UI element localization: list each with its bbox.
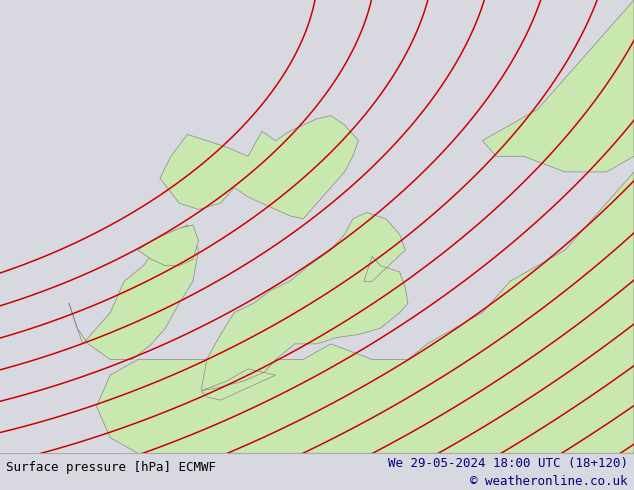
Text: © weatheronline.co.uk: © weatheronline.co.uk bbox=[470, 475, 628, 489]
Polygon shape bbox=[69, 225, 198, 360]
Text: Surface pressure [hPa] ECMWF: Surface pressure [hPa] ECMWF bbox=[6, 461, 216, 474]
Polygon shape bbox=[138, 225, 198, 266]
Polygon shape bbox=[96, 172, 634, 453]
Text: We 29-05-2024 18:00 UTC (18+120): We 29-05-2024 18:00 UTC (18+120) bbox=[387, 457, 628, 470]
Polygon shape bbox=[482, 0, 634, 172]
Polygon shape bbox=[160, 116, 358, 219]
Polygon shape bbox=[201, 213, 408, 400]
